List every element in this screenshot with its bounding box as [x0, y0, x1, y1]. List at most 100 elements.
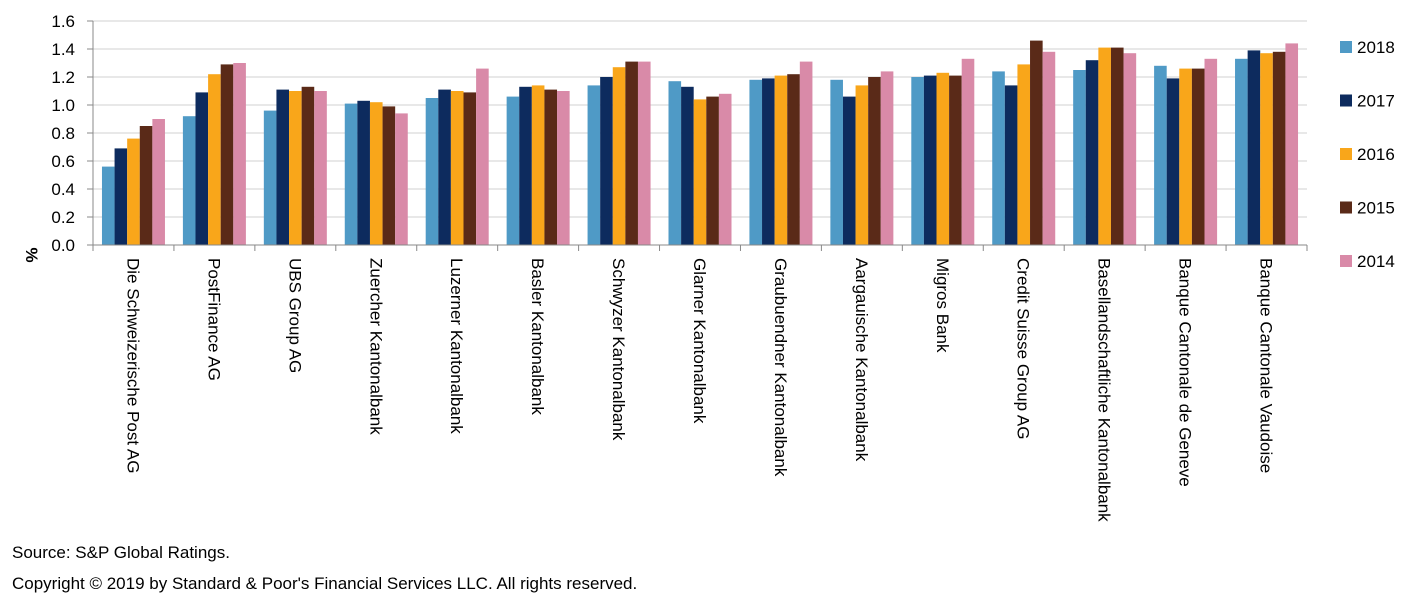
bar-2016 — [1260, 53, 1273, 245]
bar-2017 — [681, 87, 694, 245]
bar-2018 — [669, 81, 682, 245]
legend-swatch-2018 — [1340, 41, 1352, 53]
bar-2014 — [233, 63, 246, 245]
bar-2016 — [289, 91, 302, 245]
x-category-label: Schwyzer Kantonalbank — [609, 258, 628, 441]
bar-2018 — [426, 98, 439, 245]
bar-2017 — [438, 90, 451, 245]
bar-2018 — [992, 71, 1005, 245]
bar-2017 — [600, 77, 613, 245]
bar-2018 — [749, 80, 762, 245]
bar-2018 — [102, 167, 115, 245]
bar-2017 — [519, 87, 532, 245]
bar-2015 — [868, 77, 881, 245]
x-category-label: Basellandschaftliche Kantonalbank — [1095, 258, 1114, 522]
bar-2015 — [787, 74, 800, 245]
bar-2015 — [140, 126, 153, 245]
bar-2018 — [1235, 59, 1248, 245]
bar-2018 — [264, 111, 277, 245]
x-category-label: Glarner Kantonalbank — [690, 258, 709, 424]
bar-2015 — [1273, 52, 1286, 245]
bar-2014 — [1285, 43, 1298, 245]
bar-2016 — [613, 67, 626, 245]
x-category-label: Die Schweizerische Post AG — [123, 258, 142, 473]
y-tick-label: 1.0 — [51, 96, 75, 115]
bar-2017 — [1248, 50, 1261, 245]
y-tick-label: 1.6 — [51, 12, 75, 31]
bar-2018 — [1154, 66, 1167, 245]
bar-2014 — [152, 119, 165, 245]
bar-2017 — [762, 78, 775, 245]
bar-2015 — [302, 87, 315, 245]
bar-2016 — [1098, 48, 1111, 245]
bar-2017 — [1086, 60, 1099, 245]
x-category-label: Basler Kantonalbank — [528, 258, 547, 415]
legend-swatch-2014 — [1340, 255, 1352, 267]
bar-2016 — [532, 85, 545, 245]
bar-2015 — [544, 90, 557, 245]
bar-2018 — [588, 85, 601, 245]
x-category-label: Migros Bank — [933, 258, 952, 353]
bar-2015 — [464, 92, 477, 245]
bar-2015 — [949, 76, 962, 245]
bar-2014 — [476, 69, 489, 245]
x-category-label: Aargauische Kantonalbank — [852, 258, 871, 462]
y-axis-label: % — [22, 247, 41, 262]
y-tick-label: 0.8 — [51, 124, 75, 143]
bar-2017 — [115, 148, 128, 245]
legend-label-2016: 2016 — [1357, 145, 1395, 164]
bar-2017 — [1005, 85, 1018, 245]
bar-2014 — [395, 113, 408, 245]
bar-2014 — [962, 59, 975, 245]
bar-2018 — [911, 77, 924, 245]
bar-2018 — [1073, 70, 1086, 245]
bar-2015 — [1192, 69, 1205, 245]
bar-2016 — [127, 139, 140, 245]
bar-2017 — [843, 97, 856, 245]
y-axis-ticks: 0.0 0.2 0.4 0.6 0.8 1.0 1.2 1.4 1.6 — [51, 12, 93, 255]
bar-2016 — [1017, 64, 1030, 245]
bar-2015 — [1030, 41, 1043, 245]
bar-2015 — [706, 97, 719, 245]
y-tick-label: 0.0 — [51, 236, 75, 255]
bar-2017 — [357, 101, 370, 245]
bar-2014 — [1124, 53, 1137, 245]
x-category-label: PostFinance AG — [204, 258, 223, 381]
legend-label-2015: 2015 — [1357, 199, 1395, 218]
x-category-label: Luzerner Kantonalbank — [447, 258, 466, 434]
bar-2016 — [370, 102, 383, 245]
x-category-label: Zuercher Kantonalbank — [366, 258, 385, 435]
source-note: Source: S&P Global Ratings. — [12, 543, 230, 563]
bar-2017 — [276, 90, 289, 245]
legend-label-2017: 2017 — [1357, 92, 1395, 111]
x-category-label: Banque Cantonale de Geneve — [1176, 258, 1195, 487]
copyright-note: Copyright © 2019 by Standard & Poor's Fi… — [12, 574, 637, 594]
legend-swatch-2015 — [1340, 202, 1352, 214]
bar-2017 — [924, 76, 937, 245]
legend-swatch-2016 — [1340, 148, 1352, 160]
bar-2016 — [694, 99, 707, 245]
legend-label-2014: 2014 — [1357, 252, 1395, 271]
y-tick-label: 0.4 — [51, 180, 75, 199]
y-tick-label: 1.2 — [51, 68, 75, 87]
bar-2014 — [638, 62, 651, 245]
bar-2016 — [451, 91, 464, 245]
bar-2018 — [345, 104, 358, 245]
bar-2017 — [196, 92, 209, 245]
bar-2014 — [314, 91, 327, 245]
y-tick-label: 0.2 — [51, 208, 75, 227]
bar-2015 — [221, 64, 234, 245]
x-category-label: UBS Group AG — [285, 258, 304, 373]
bar-2014 — [800, 62, 813, 245]
bar-2014 — [1205, 59, 1218, 245]
bar-2014 — [557, 91, 570, 245]
bar-2015 — [1111, 48, 1124, 245]
bars — [102, 41, 1298, 245]
bar-2018 — [830, 80, 843, 245]
y-tick-label: 0.6 — [51, 152, 75, 171]
bar-2017 — [1167, 78, 1180, 245]
y-tick-label: 1.4 — [51, 40, 75, 59]
bar-2015 — [625, 62, 638, 245]
bar-2016 — [937, 73, 950, 245]
bar-2018 — [507, 97, 520, 245]
